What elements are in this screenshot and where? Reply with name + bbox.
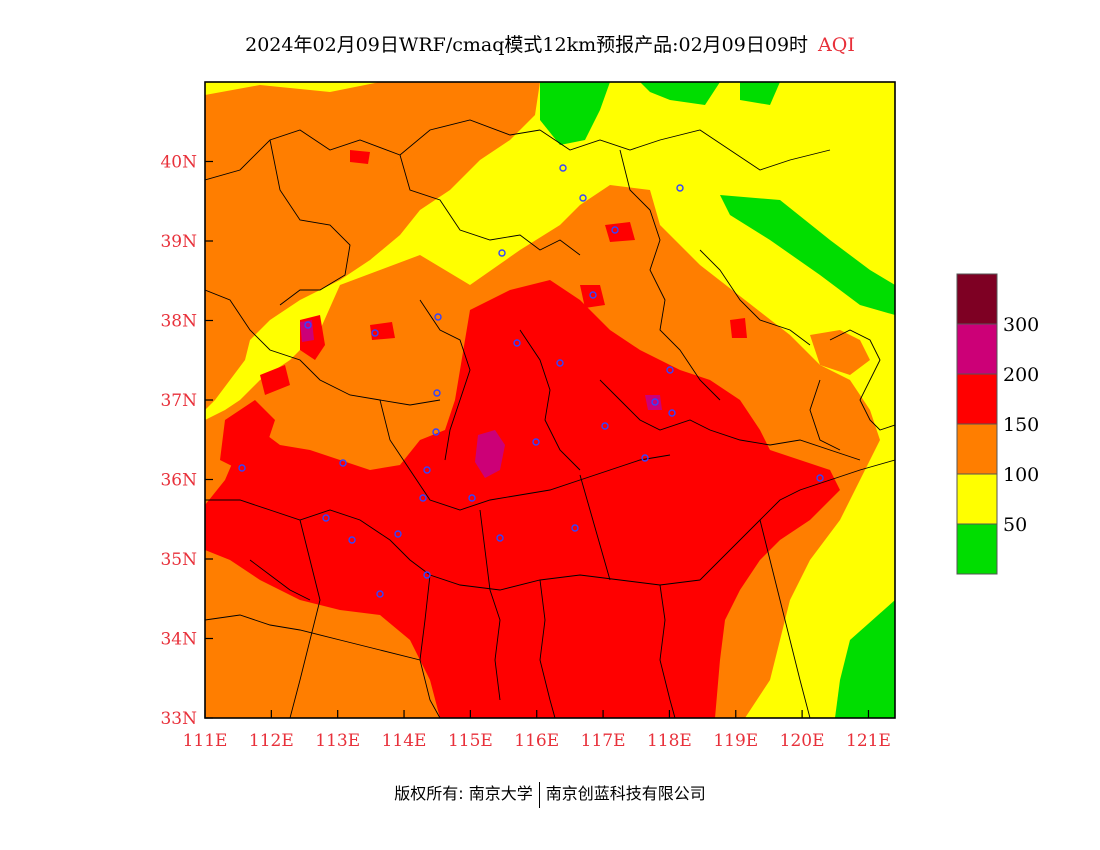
lat-tick-label: 38N	[160, 312, 197, 332]
lon-tick-label: 118E	[647, 731, 692, 751]
copyright-text: 版权所有: 南京大学	[394, 784, 533, 803]
legend-swatch	[956, 273, 998, 325]
aqi-band-green-ne2	[740, 82, 780, 105]
lat-tick-label: 40N	[160, 153, 197, 173]
aqi-band-green-bohai	[720, 195, 895, 315]
aqi-band-orange-west-mid	[205, 150, 440, 365]
lat-tick-label: 37N	[160, 391, 197, 411]
title-text: 2024年02月09日WRF/cmaq模式12km预报产品:02月09日09时	[245, 34, 809, 56]
company-text: 南京创蓝科技有限公司	[545, 784, 706, 803]
aqi-band-magenta	[475, 430, 505, 478]
legend-label: 200	[1003, 364, 1039, 386]
aqi-band-orange-shandong-coast	[810, 330, 870, 375]
legend-swatch	[956, 423, 998, 475]
aqi-band-red-core	[205, 280, 840, 718]
city-markers	[238, 164, 824, 598]
aqi-band-green-northeast	[640, 82, 720, 105]
axis-ticks: 111E 112E 113E 114E 115E 116E 117E 118E 119E 120E…	[160, 153, 890, 752]
lat-tick-label: 33N	[160, 709, 197, 729]
lat-tick-label: 39N	[160, 232, 197, 252]
aqi-band-green-southeast	[835, 600, 895, 718]
lon-tick-label: 117E	[581, 731, 626, 751]
aqi-band-red-patch-2	[580, 285, 605, 308]
chart-title: 2024年02月09日WRF/cmaq模式12km预报产品:02月09日09时 A…	[0, 30, 1100, 57]
lon-tick-label: 114E	[382, 731, 427, 751]
legend-label: 150	[1003, 414, 1039, 436]
aqi-band-red-patch-9	[800, 465, 835, 498]
legend-label: 50	[1003, 514, 1027, 536]
lat-tick-label: 34N	[160, 630, 197, 650]
legend-swatch	[956, 373, 998, 425]
aqi-band-red-patch-8	[760, 505, 790, 540]
lon-tick-label: 111E	[183, 731, 228, 751]
legend-label: 100	[1003, 464, 1039, 486]
lon-tick-label: 121E	[846, 731, 891, 751]
color-legend: 300 200 150 100 50	[956, 273, 1039, 575]
lon-tick-label: 116E	[514, 731, 559, 751]
aqi-band-red-patch-5	[260, 365, 290, 395]
aqi-band-magenta-2	[300, 320, 314, 342]
lon-tick-label: 120E	[780, 731, 825, 751]
legend-swatch	[956, 323, 998, 375]
legend-swatch	[956, 473, 998, 525]
lon-tick-label: 119E	[713, 731, 758, 751]
lat-tick-label: 36N	[160, 471, 197, 491]
lon-tick-label: 115E	[448, 731, 493, 751]
aqi-band-red-patch-7	[350, 150, 370, 164]
footer-divider	[538, 781, 540, 808]
aqi-field	[205, 82, 895, 718]
title-variable: AQI	[818, 34, 855, 56]
lon-tick-label: 113E	[315, 731, 360, 751]
boundary-lines	[205, 119, 895, 718]
aqi-band-magenta-3	[645, 395, 662, 410]
legend-swatch	[956, 523, 998, 575]
footer: 版权所有: 南京大学 南京创蓝科技有限公司	[0, 780, 1100, 808]
aqi-band-red-patch-4	[730, 318, 747, 338]
aqi-band-red-patch-3	[605, 222, 635, 242]
lon-tick-label: 112E	[249, 731, 294, 751]
aqi-band-red-west	[220, 400, 275, 470]
legend-label: 300	[1003, 314, 1039, 336]
aqi-band-green-north	[540, 82, 610, 145]
lat-tick-label: 35N	[160, 550, 197, 570]
